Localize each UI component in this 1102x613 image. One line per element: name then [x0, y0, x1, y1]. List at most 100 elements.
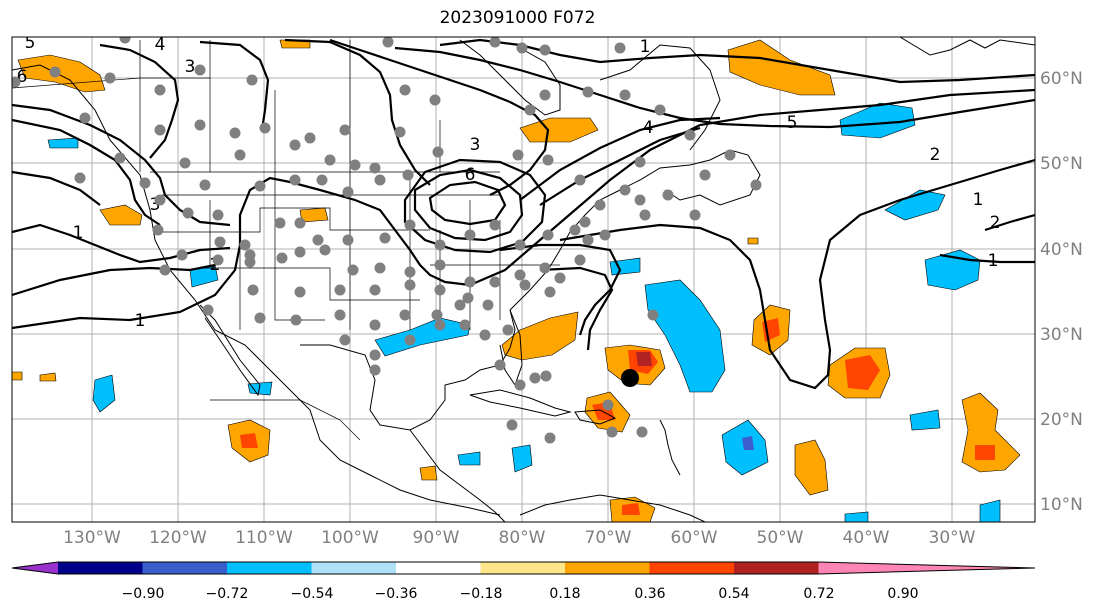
station-dot	[294, 286, 306, 298]
lon-label: 30°W	[929, 528, 976, 548]
station-dot	[119, 37, 131, 44]
contour-label: 4	[155, 35, 166, 55]
station-dot	[139, 177, 151, 189]
colorbar	[11, 561, 1036, 575]
station-dot	[574, 174, 586, 186]
station-dot	[369, 284, 381, 296]
station-dot	[369, 162, 381, 174]
colorbar-extend-high	[818, 562, 1035, 574]
lon-label: 130°W	[63, 528, 121, 548]
station-dot	[464, 276, 476, 288]
station-dot	[569, 224, 581, 236]
station-dot	[394, 126, 406, 138]
station-dot	[294, 246, 306, 258]
station-dot	[349, 159, 361, 171]
colorbar-segment	[565, 562, 650, 574]
station-dot	[254, 180, 266, 192]
station-dot	[74, 172, 86, 184]
station-dot	[506, 419, 518, 431]
station-dot	[159, 264, 171, 276]
station-dot	[434, 319, 446, 331]
station-dot	[342, 186, 354, 198]
station-dot	[374, 174, 386, 186]
station-dot	[382, 37, 394, 48]
station-dot	[79, 112, 91, 124]
station-dot	[154, 84, 166, 96]
station-dot	[542, 229, 554, 241]
colorbar-segment	[649, 562, 735, 574]
lon-label: 100°W	[321, 528, 379, 548]
contour-label: 3	[185, 57, 196, 77]
station-dot	[619, 89, 631, 101]
lat-label: 10°N	[1040, 495, 1083, 515]
latitude-labels: 60°N 50°N 40°N 30°N 20°N 10°N	[1040, 69, 1083, 515]
station-dot	[524, 104, 536, 116]
strong-positive-fills	[240, 318, 995, 515]
station-dot	[154, 194, 166, 206]
station-dot	[152, 224, 164, 236]
station-dot	[514, 379, 526, 391]
station-dot	[516, 42, 528, 54]
station-dot	[582, 86, 594, 98]
height-contours	[12, 38, 1035, 390]
station-dot	[312, 234, 324, 246]
station-dot	[542, 154, 554, 166]
station-dot	[154, 124, 166, 136]
station-dot	[247, 284, 259, 296]
station-dot	[246, 74, 258, 86]
station-dot	[654, 104, 666, 116]
map-title: 2023091000 F072	[439, 8, 596, 28]
station-dot	[194, 119, 206, 131]
colorbar-tick-label: 0.18	[549, 586, 580, 602]
station-dot	[606, 426, 618, 438]
station-dot	[369, 319, 381, 331]
station-dot	[276, 252, 288, 264]
station-dot	[374, 262, 386, 274]
colorbar-tick-label: −0.54	[291, 586, 334, 602]
colorbar-tick-label: −0.90	[122, 586, 165, 602]
station-dot	[462, 292, 474, 304]
colorbar-segment	[311, 562, 397, 574]
colorbar-tick-label: 0.54	[718, 586, 749, 602]
station-dot	[290, 314, 302, 326]
contour-label: 6	[465, 165, 476, 185]
station-dot	[234, 149, 246, 161]
contour-label: 1	[73, 223, 84, 243]
station-dot	[324, 154, 336, 166]
station-dot	[689, 209, 701, 221]
station-dot	[304, 132, 316, 144]
station-dot	[582, 234, 594, 246]
station-dot	[369, 349, 381, 361]
colorbar-tick-label: 0.36	[634, 586, 665, 602]
colorbar-tick-label: 0.72	[803, 586, 834, 602]
station-dot	[239, 239, 251, 251]
station-dot	[431, 309, 443, 321]
contour-label: 1	[988, 251, 999, 271]
station-dot	[347, 264, 359, 276]
colorbar-tick-label: 0.90	[887, 586, 918, 602]
contour-label: 1	[640, 37, 651, 57]
map-frame	[11, 36, 1036, 523]
station-dot	[202, 304, 214, 316]
station-dot	[104, 72, 116, 84]
station-dot	[339, 124, 351, 136]
station-dot	[212, 254, 224, 266]
station-dot	[519, 279, 531, 291]
station-dot	[554, 272, 566, 284]
contour-label: 6	[17, 67, 28, 87]
station-dot	[540, 370, 552, 382]
station-dot	[432, 146, 444, 158]
station-dot	[544, 432, 556, 444]
station-dot	[316, 174, 328, 186]
colorbar-segment	[227, 562, 312, 574]
colorbar-tick-label: −0.72	[206, 586, 249, 602]
station-dot	[229, 127, 241, 139]
strong-negative-fill	[742, 436, 754, 450]
station-dot	[294, 217, 306, 229]
station-dot	[636, 426, 648, 438]
station-dot	[489, 219, 501, 231]
contour-label: 5	[787, 113, 798, 133]
station-dot	[342, 234, 354, 246]
lat-label: 30°N	[1040, 325, 1083, 345]
colorbar-segment	[142, 562, 228, 574]
